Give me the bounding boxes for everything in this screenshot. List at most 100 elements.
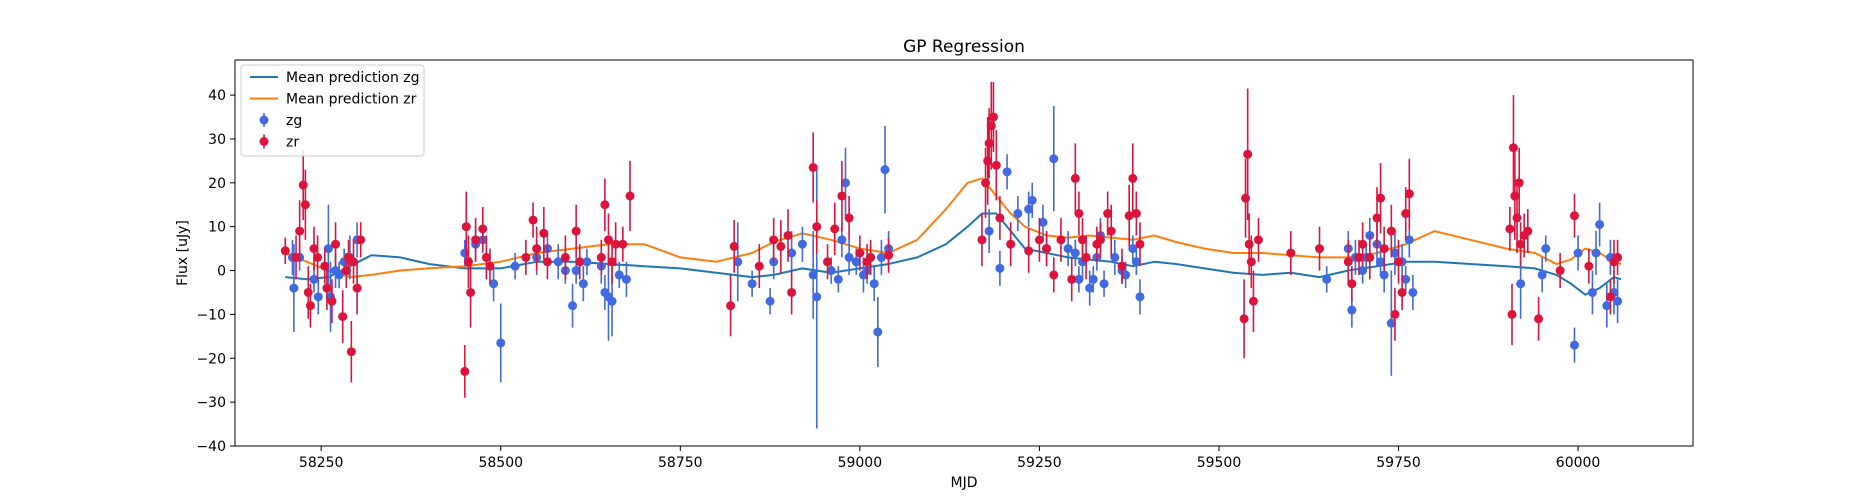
point-zr <box>1042 244 1052 254</box>
point-zg <box>1401 274 1411 284</box>
y-tick-label: 10 <box>208 220 226 236</box>
point-zr <box>305 301 315 311</box>
point-zg <box>844 252 854 262</box>
x-tick-label: 58250 <box>299 455 344 471</box>
point-zg <box>869 279 879 289</box>
point-zg <box>1135 292 1145 302</box>
y-tick-label: 30 <box>208 132 226 148</box>
point-zr <box>984 138 994 148</box>
point-zg <box>614 270 624 280</box>
point-zr <box>1365 252 1375 262</box>
point-zr <box>1569 211 1579 221</box>
point-zr <box>808 162 818 172</box>
point-zg <box>1013 209 1023 219</box>
point-zr <box>991 160 1001 170</box>
point-zr <box>830 224 840 234</box>
point-zr <box>1248 296 1258 306</box>
point-zg <box>582 257 592 267</box>
point-zr <box>338 312 348 322</box>
point-zg <box>1386 318 1396 328</box>
point-zr <box>291 252 301 262</box>
point-zg <box>1573 248 1583 258</box>
point-zg <box>1379 270 1389 280</box>
x-axis-label: MJD <box>951 475 978 491</box>
point-zr <box>981 178 991 188</box>
point-zr <box>1081 252 1091 262</box>
point-zr <box>1128 173 1138 183</box>
point-zr <box>1124 211 1134 221</box>
point-zg <box>1063 244 1073 254</box>
point-zr <box>1347 279 1357 289</box>
point-zr <box>1394 257 1404 267</box>
point-zr <box>855 248 865 258</box>
point-zg <box>323 244 333 254</box>
point-zr <box>481 252 491 262</box>
point-zg <box>851 257 861 267</box>
plot-area <box>280 81 1623 429</box>
point-zr <box>823 257 833 267</box>
point-zr <box>322 283 332 293</box>
point-zr <box>327 296 337 306</box>
point-zr <box>1243 149 1253 159</box>
point-zg <box>1613 296 1623 306</box>
point-zr <box>1401 209 1411 219</box>
point-zg <box>833 274 843 284</box>
point-zg <box>1322 274 1332 284</box>
point-zr <box>1343 257 1353 267</box>
point-zr <box>1534 314 1544 324</box>
point-zg <box>1541 244 1551 254</box>
point-zr <box>303 287 313 297</box>
point-zg <box>553 257 563 267</box>
point-zg <box>334 270 344 280</box>
point-zr <box>280 246 290 256</box>
point-zr <box>776 241 786 251</box>
point-zg <box>1024 204 1034 214</box>
point-zg <box>309 274 319 284</box>
x-tick-label: 59750 <box>1376 455 1421 471</box>
point-zr <box>1510 191 1520 201</box>
point-zr <box>521 252 531 262</box>
point-zr <box>352 283 362 293</box>
point-zg <box>1099 279 1109 289</box>
point-zr <box>575 257 585 267</box>
point-zg <box>1404 235 1414 245</box>
point-zg <box>880 165 890 175</box>
point-zr <box>560 252 570 262</box>
point-zg <box>984 226 994 236</box>
point-zr <box>1397 287 1407 297</box>
x-tick-label: 59500 <box>1197 455 1242 471</box>
point-zg <box>621 274 631 284</box>
point-zg <box>313 292 323 302</box>
point-zg <box>1049 154 1059 164</box>
point-zg <box>571 266 581 276</box>
point-zg <box>995 263 1005 273</box>
point-zr <box>1512 213 1522 223</box>
legend-swatch-marker <box>259 137 269 146</box>
point-zr <box>1074 209 1084 219</box>
axes-frame <box>234 59 1694 447</box>
point-zr <box>1078 235 1088 245</box>
point-zr <box>485 261 495 271</box>
point-zr <box>309 244 319 254</box>
point-zr <box>884 250 894 260</box>
point-zg <box>797 239 807 249</box>
point-zr <box>346 347 356 357</box>
point-zr <box>1523 226 1533 236</box>
legend-label: Mean prediction zr <box>286 92 417 108</box>
point-zg <box>1347 305 1357 315</box>
chart-title: GP Regression <box>903 37 1025 57</box>
point-zg <box>765 296 775 306</box>
point-zr <box>1386 226 1396 236</box>
y-tick-label: −20 <box>196 351 226 367</box>
point-zr <box>607 257 617 267</box>
point-zg <box>1376 257 1386 267</box>
point-zr <box>783 230 793 240</box>
point-zr <box>729 241 739 251</box>
point-zr <box>986 121 996 131</box>
legend-label: Mean prediction zg <box>286 70 420 86</box>
point-zg <box>837 235 847 245</box>
axis-ticks: 58250 58500 58750 59000 59250 59500 59750 60000… <box>196 88 1600 471</box>
point-zr <box>478 224 488 234</box>
